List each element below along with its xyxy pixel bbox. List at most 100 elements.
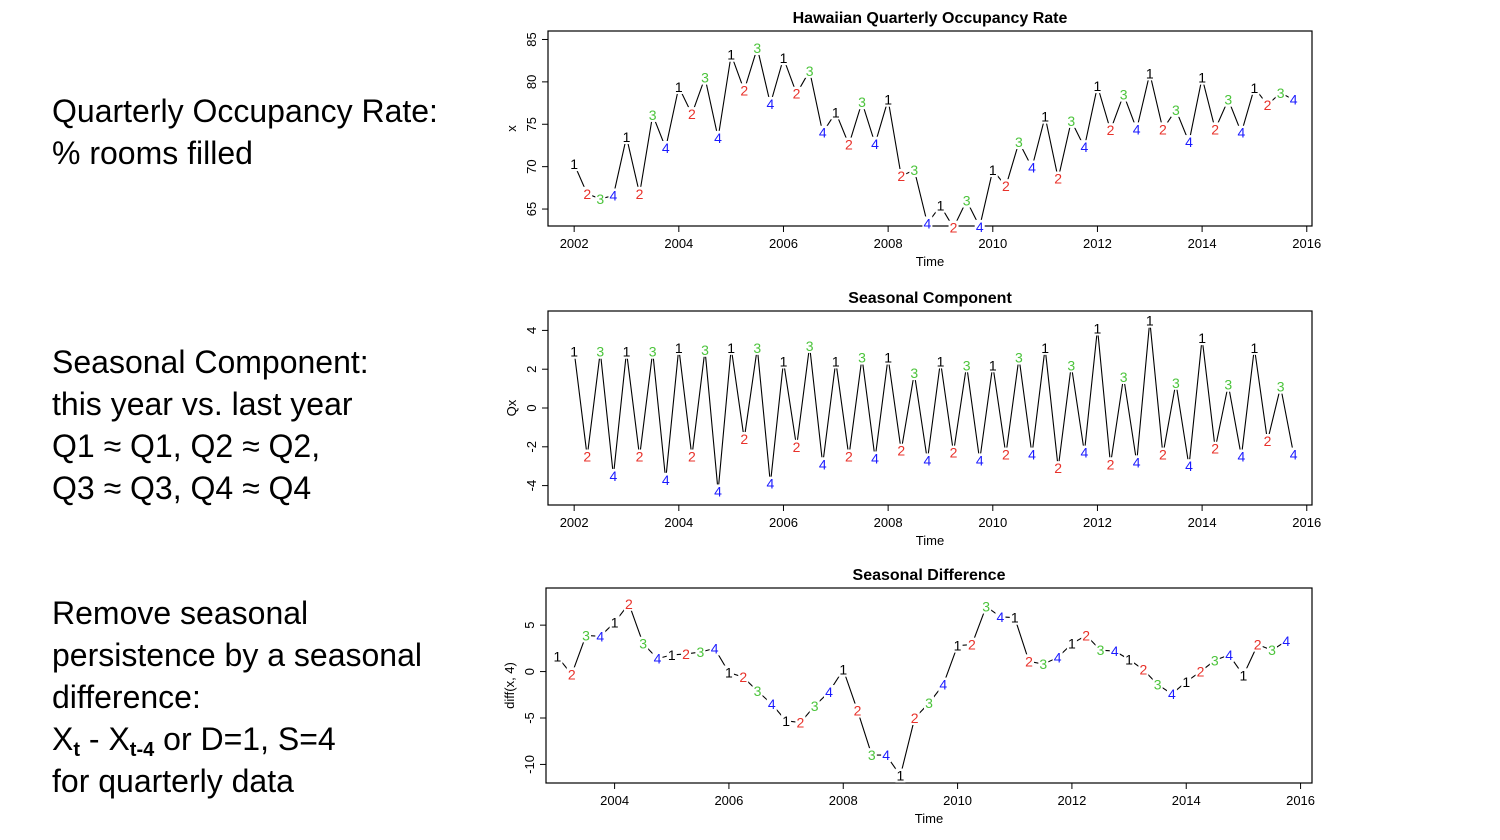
quarter-label-q2: 2 bbox=[950, 220, 958, 236]
point-gap bbox=[660, 141, 671, 155]
quarter-label-q2: 2 bbox=[796, 715, 804, 731]
point-gap bbox=[1275, 379, 1286, 394]
point-gap bbox=[830, 105, 841, 120]
point-gap bbox=[608, 468, 619, 483]
quarter-label-q1: 1 bbox=[780, 353, 788, 369]
occupancy-description: Quarterly Occupancy Rate: % rooms filled bbox=[52, 90, 492, 174]
point-gap bbox=[830, 354, 841, 369]
quarter-label-q2: 2 bbox=[911, 710, 919, 726]
quarter-label-q4: 4 bbox=[871, 450, 879, 466]
formula-minus-x: - X bbox=[80, 721, 130, 757]
quarter-label-q3: 3 bbox=[806, 338, 814, 354]
point-gap bbox=[974, 219, 985, 234]
quarter-label-q2: 2 bbox=[845, 449, 853, 465]
quarter-label-q2: 2 bbox=[1139, 662, 1147, 678]
point-gap bbox=[673, 79, 684, 94]
quarter-label-q1: 1 bbox=[937, 198, 945, 214]
point-gap bbox=[1079, 140, 1090, 155]
quarter-label-q1: 1 bbox=[1240, 667, 1248, 683]
point-gap bbox=[948, 445, 959, 460]
point-gap bbox=[686, 449, 697, 464]
quarter-label-q1: 1 bbox=[1041, 109, 1049, 125]
y-tick-label: -10 bbox=[522, 755, 537, 774]
quarter-label-q4: 4 bbox=[1225, 647, 1233, 663]
quarter-label-q2: 2 bbox=[1054, 171, 1062, 187]
quarter-label-q4: 4 bbox=[1282, 633, 1290, 649]
quarter-label-q1: 1 bbox=[989, 357, 997, 373]
quarter-label-q4: 4 bbox=[714, 483, 722, 499]
quarter-label-q2: 2 bbox=[583, 186, 591, 202]
quarter-label-q4: 4 bbox=[871, 136, 879, 152]
quarter-label-q3: 3 bbox=[649, 107, 657, 123]
quarter-label-q2: 2 bbox=[625, 596, 633, 612]
point-gap bbox=[1053, 171, 1064, 186]
point-gap bbox=[1081, 628, 1092, 643]
quarter-label-q3: 3 bbox=[910, 365, 918, 381]
quarter-label-q3: 3 bbox=[701, 70, 709, 86]
point-gap bbox=[1223, 377, 1234, 392]
point-gap bbox=[1236, 125, 1247, 140]
point-gap bbox=[1040, 340, 1051, 355]
quarter-label-q4: 4 bbox=[1133, 121, 1141, 137]
point-gap bbox=[569, 157, 580, 172]
point-gap bbox=[1184, 459, 1195, 474]
point-gap bbox=[1197, 331, 1208, 346]
y-tick-label: 65 bbox=[524, 202, 539, 216]
quarter-label-q4: 4 bbox=[714, 130, 722, 146]
formula-rest: or D=1, S=4 bbox=[154, 721, 336, 757]
quarter-label-q4: 4 bbox=[1111, 643, 1119, 659]
quarter-label-q1: 1 bbox=[782, 713, 790, 729]
quarter-label-q3: 3 bbox=[1015, 350, 1023, 366]
quarter-label-q3: 3 bbox=[1067, 357, 1075, 373]
quarter-label-q4: 4 bbox=[1054, 650, 1062, 666]
point-gap bbox=[1105, 123, 1116, 138]
quarter-label-q4: 4 bbox=[1028, 160, 1036, 176]
point-gap bbox=[647, 344, 658, 359]
quarter-label-q1: 1 bbox=[1198, 70, 1206, 86]
quarter-label-q2: 2 bbox=[897, 443, 905, 459]
quarter-label-q3: 3 bbox=[910, 162, 918, 178]
point-gap bbox=[1288, 92, 1299, 107]
point-gap bbox=[1197, 70, 1208, 85]
point-gap bbox=[1166, 686, 1177, 701]
y-tick-label: 5 bbox=[522, 622, 537, 629]
quarter-label-q4: 4 bbox=[1185, 134, 1193, 150]
quarter-label-q4: 4 bbox=[1185, 458, 1193, 474]
quarter-label-q4: 4 bbox=[825, 684, 833, 700]
point-gap bbox=[1013, 135, 1024, 150]
x-tick-label: 2012 bbox=[1057, 793, 1086, 808]
point-gap bbox=[695, 645, 706, 660]
quarter-label-q3: 3 bbox=[639, 636, 647, 652]
quarter-label-q4: 4 bbox=[1237, 125, 1245, 141]
point-gap bbox=[935, 198, 946, 213]
point-gap bbox=[738, 670, 749, 685]
x-axis-label: Time bbox=[916, 254, 944, 269]
point-gap bbox=[1038, 657, 1049, 672]
quarter-label-q1: 1 bbox=[1068, 636, 1076, 652]
quarter-label-q2: 2 bbox=[1264, 97, 1272, 113]
quarter-label-q2: 2 bbox=[1025, 653, 1033, 669]
point-gap bbox=[1210, 441, 1221, 456]
point-gap bbox=[987, 163, 998, 178]
point-gap bbox=[1157, 122, 1168, 137]
y-tick-label: 80 bbox=[524, 75, 539, 89]
x-tick-label: 2016 bbox=[1292, 515, 1321, 530]
y-axis-label: Qx bbox=[504, 399, 519, 416]
quarter-label-q1: 1 bbox=[1251, 80, 1259, 96]
chart-title: Seasonal Component bbox=[848, 290, 1012, 307]
formula-sub-t4: t-4 bbox=[129, 739, 155, 761]
x-axis-label: Time bbox=[915, 811, 943, 826]
point-gap bbox=[817, 125, 828, 140]
quarter-label-q1: 1 bbox=[675, 79, 683, 95]
point-gap bbox=[1223, 92, 1234, 107]
point-gap bbox=[1092, 321, 1103, 336]
quarter-label-q4: 4 bbox=[1168, 686, 1176, 702]
point-gap bbox=[1224, 647, 1235, 662]
point-gap bbox=[623, 596, 634, 611]
quarter-label-q1: 1 bbox=[954, 638, 962, 654]
point-gap bbox=[896, 443, 907, 458]
point-gap bbox=[1009, 610, 1020, 625]
quarter-label-q3: 3 bbox=[1015, 134, 1023, 150]
quarter-label-q1: 1 bbox=[839, 662, 847, 678]
point-gap bbox=[634, 186, 645, 201]
